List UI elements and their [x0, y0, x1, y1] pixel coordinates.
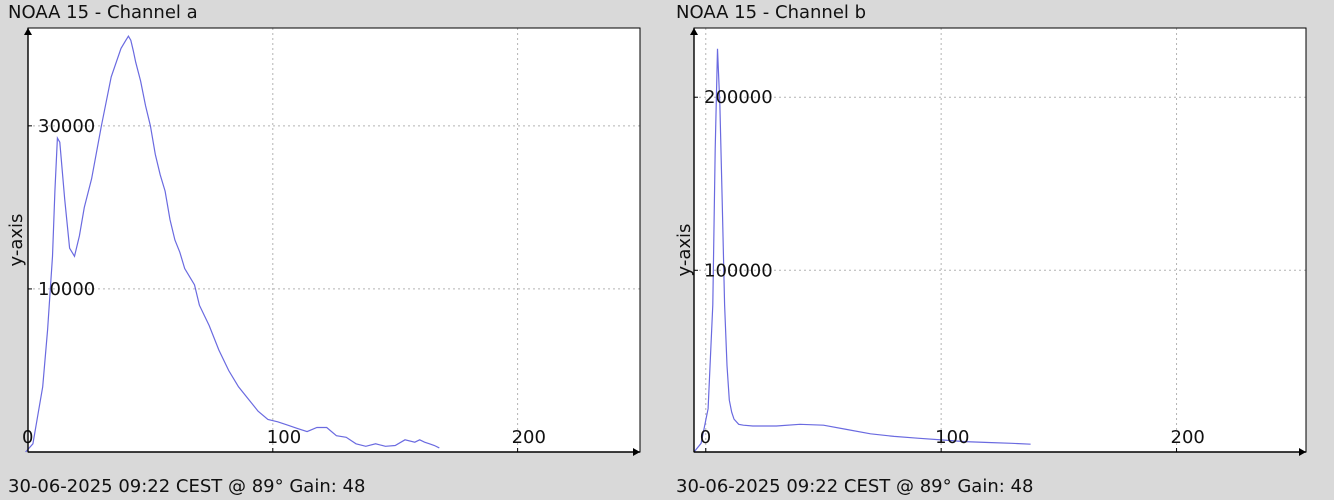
x-ticks: 0 100 200	[700, 427, 1205, 452]
y-ticks: 10000 30000	[28, 116, 95, 300]
y-axis-label: y-axis	[6, 214, 27, 267]
chart-panel-channel-b: NOAA 15 - Channel b 0 100 200 100000 200000…	[668, 0, 1328, 500]
y-tick-label: 100000	[704, 260, 773, 281]
x-tick-label: 0	[700, 427, 711, 448]
y-axis-arrow	[690, 28, 698, 35]
chart-footer: 30-06-2025 09:22 CEST @ 89° Gain: 48	[676, 476, 1034, 497]
plot-area	[28, 28, 640, 452]
y-tick-label: 200000	[704, 87, 773, 108]
y-tick-label: 10000	[38, 279, 95, 300]
x-tick-label: 100	[267, 427, 301, 448]
series-line	[693, 48, 1031, 453]
x-axis-arrow	[633, 448, 640, 456]
chart-title: NOAA 15 - Channel b	[676, 2, 867, 23]
grid	[694, 28, 1306, 452]
chart-svg: 0 100 200 100000 200000 y-axis	[674, 27, 1307, 456]
x-axis-arrow	[1299, 448, 1306, 456]
y-ticks: 100000 200000	[694, 87, 773, 281]
axes	[24, 27, 641, 456]
y-axis-label: y-axis	[674, 224, 695, 277]
x-tick-label: 200	[1171, 427, 1205, 448]
x-tick-label: 100	[935, 427, 969, 448]
x-tick-label: 200	[512, 427, 546, 448]
y-tick-label: 30000	[38, 116, 95, 137]
series-line	[25, 35, 440, 453]
axes	[690, 27, 1307, 456]
plot-area	[694, 28, 1306, 452]
y-axis-arrow	[24, 28, 32, 35]
chart-title: NOAA 15 - Channel a	[8, 2, 198, 23]
chart-footer: 30-06-2025 09:22 CEST @ 89° Gain: 48	[8, 476, 366, 497]
